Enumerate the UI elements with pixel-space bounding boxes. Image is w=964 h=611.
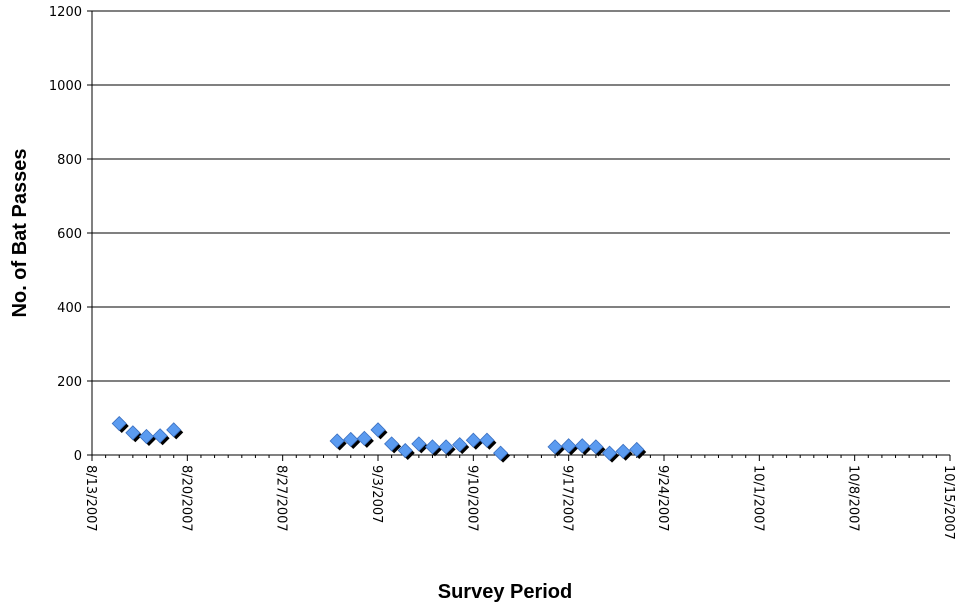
y-tick-label: 600 (57, 227, 82, 242)
x-axis-ticks: 8/13/2007 8/20/2007 8/27/2007 9/3/2007 9/10/… (83, 455, 956, 540)
y-tick-label: 1000 (49, 79, 82, 94)
data-point-marker (370, 422, 386, 438)
data-point-marker (479, 432, 495, 448)
data-point-marker (397, 442, 413, 459)
data-point (111, 415, 129, 434)
data-point (397, 442, 415, 461)
data-point (547, 439, 565, 457)
data-point (452, 437, 470, 455)
data-point-marker (465, 432, 481, 448)
data-point (465, 432, 483, 450)
data-point-marker (166, 422, 182, 438)
y-tick-label: 800 (57, 153, 82, 168)
data-point (493, 445, 511, 463)
data-point-marker (588, 439, 604, 455)
data-point (166, 422, 184, 440)
data-point (411, 436, 429, 454)
x-axis-title: Survey Period (438, 581, 573, 603)
data-point (343, 431, 361, 449)
data-point-marker (138, 428, 155, 445)
data-point-marker (329, 433, 345, 449)
y-tick-label: 200 (57, 375, 82, 390)
y-tick-label: 0 (74, 449, 82, 464)
data-point-marker (629, 441, 645, 458)
data-point (384, 436, 402, 454)
x-tick-label: 9/17/2007 (560, 465, 575, 532)
data-points (111, 415, 647, 463)
data-point (424, 439, 442, 457)
data-point-marker (615, 443, 631, 459)
data-point (370, 422, 388, 440)
data-point-marker (424, 439, 441, 455)
data-point (356, 430, 374, 448)
y-tick-label: 1200 (49, 5, 82, 20)
y-axis-ticks: 0 200 400 600 800 1000 1200 (49, 5, 92, 464)
data-point-marker (601, 445, 618, 461)
data-point-marker (411, 436, 427, 452)
data-point-marker (343, 431, 359, 448)
data-point (588, 439, 606, 457)
data-point-marker (384, 436, 400, 452)
x-tick-label: 10/1/2007 (750, 465, 765, 532)
y-axis-title: No. of Bat Passes (9, 149, 31, 318)
data-point-marker (561, 438, 577, 454)
data-point-marker (125, 425, 141, 441)
y-tick-label: 400 (57, 301, 82, 316)
x-tick-label: 10/8/2007 (846, 465, 861, 532)
x-tick-label: 8/13/2007 (83, 465, 98, 532)
data-point-marker (356, 430, 372, 446)
x-tick-label: 9/24/2007 (655, 465, 670, 532)
x-tick-label: 9/3/2007 (369, 465, 384, 523)
data-point (138, 428, 156, 446)
x-tick-label: 8/20/2007 (178, 465, 193, 532)
data-point-marker (438, 439, 454, 455)
data-point (152, 428, 170, 446)
data-point (329, 433, 347, 451)
data-point-marker (547, 439, 563, 455)
data-point (615, 443, 633, 461)
x-tick-label: 8/27/2007 (274, 465, 289, 532)
data-point-marker (574, 438, 590, 454)
data-point (125, 425, 143, 443)
data-point-marker (152, 428, 168, 444)
data-point (561, 438, 579, 456)
data-point (479, 432, 497, 450)
data-point (574, 438, 592, 456)
data-point-marker (493, 445, 509, 461)
gridlines (92, 10, 950, 382)
data-point-marker (452, 437, 468, 453)
data-point (601, 445, 620, 463)
x-tick-label: 9/10/2007 (464, 465, 479, 532)
data-point (438, 439, 456, 457)
x-tick-label: 10/15/2007 (941, 465, 956, 540)
data-point-marker (111, 415, 127, 432)
data-point (629, 441, 647, 459)
